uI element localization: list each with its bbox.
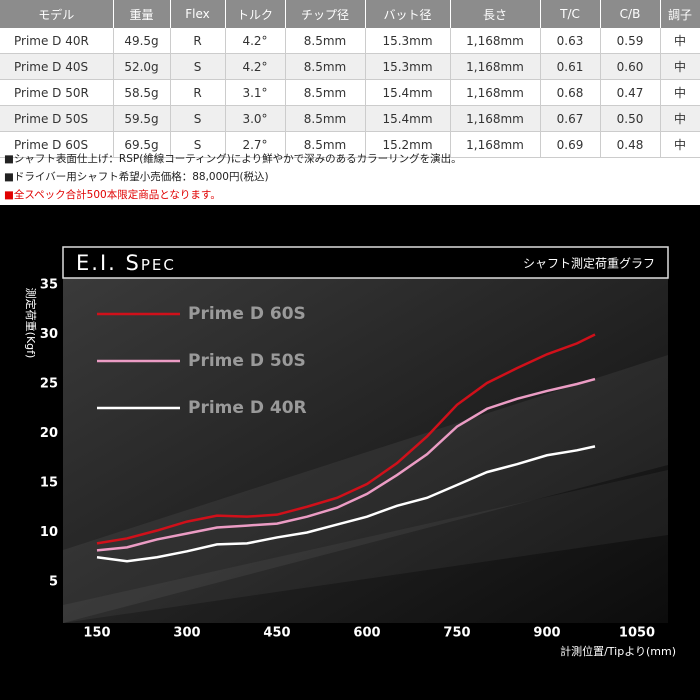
x-tick-label: 450	[263, 626, 290, 641]
table-cell: 52.0g	[113, 53, 171, 80]
table-cell: 0.60	[600, 53, 661, 80]
table-cell: S	[170, 105, 226, 132]
chart-subtitle: シャフト測定荷重グラフ	[523, 256, 655, 271]
x-tick-label: 900	[533, 626, 560, 641]
y-tick-label: 25	[40, 377, 58, 392]
table-row: Prime D 60S 69.5g S 2.7° 8.5mm 15.2mm 1,168mm 0…	[0, 131, 700, 158]
table-cell: 8.5mm	[285, 53, 366, 80]
table-cell: 1,168mm	[450, 105, 541, 132]
table-cell: Prime D 50R	[0, 79, 114, 106]
table-cell: 49.5g	[113, 28, 171, 54]
table-cell: 0.50	[600, 105, 661, 132]
table-cell: 15.2mm	[365, 131, 451, 158]
table-cell: 15.3mm	[365, 28, 451, 54]
header-cell: Flex	[170, 0, 226, 28]
table-cell: 8.5mm	[285, 79, 366, 106]
table-cell: Prime D 60S	[0, 131, 114, 158]
table-row: Prime D 40S 52.0g S 4.2° 8.5mm 15.3mm 1,168mm 0…	[0, 53, 700, 80]
note: ■ドライバー用シャフト希望小売価格：88,000円(税込)	[4, 171, 269, 183]
header-cell: トルク	[225, 0, 286, 28]
table-cell: 0.67	[540, 105, 601, 132]
table-cell: 中	[660, 105, 700, 132]
line	[96, 445, 596, 563]
table-cell: 15.4mm	[365, 105, 451, 132]
table-cell: 15.4mm	[365, 79, 451, 106]
table-cell: 0.63	[540, 28, 601, 54]
table-cell: 3.0°	[225, 105, 286, 132]
table-cell: 1,168mm	[450, 28, 541, 54]
header-cell: 調子	[660, 0, 700, 28]
table-row: Prime D 40R 49.5g R 4.2° 8.5mm 15.3mm 1,168mm 0…	[0, 28, 700, 54]
x-tick-label: 150	[83, 626, 110, 641]
header-cell: チップ径	[285, 0, 366, 28]
chart-title: E.I. Spec	[76, 251, 176, 275]
table-cell: Prime D 40R	[0, 28, 114, 54]
table-cell: 中	[660, 131, 700, 158]
decor-band	[63, 355, 668, 623]
x-axis-label: 計測位置/Tipより(mm)	[560, 644, 676, 658]
plot-panel	[63, 278, 668, 623]
line	[96, 377, 596, 552]
table-cell: 1,168mm	[450, 53, 541, 80]
table-cell: Prime D 50S	[0, 105, 114, 132]
table-cell: 15.3mm	[365, 53, 451, 80]
table-cell: 3.1°	[225, 79, 286, 106]
y-tick-label: 20	[40, 426, 58, 441]
note: ■全スペック合計500本限定商品となります。	[4, 189, 221, 201]
y-tick-label: 35	[40, 278, 58, 293]
table-cell: 4.2°	[225, 53, 286, 80]
x-tick-label: 300	[173, 626, 200, 641]
spec-table: モデル 重量 Flex トルク チップ径 バット径 長さ T/C C/B 調子 Prime D 40…	[0, 0, 700, 158]
header-cell: T/C	[540, 0, 601, 28]
header-cell: バット径	[365, 0, 451, 28]
table-cell: S	[170, 131, 226, 158]
table-cell: 69.5g	[113, 131, 171, 158]
y-axis-label: 測定荷重(Kgf)	[24, 288, 38, 359]
table-cell: 2.7°	[225, 131, 286, 158]
y-tick-label: 30	[40, 327, 58, 342]
header-cell: モデル	[0, 0, 114, 28]
line	[96, 333, 596, 545]
table-cell: 1,168mm	[450, 79, 541, 106]
decor-band	[63, 470, 668, 623]
table-cell: R	[170, 28, 226, 54]
table-cell: 8.5mm	[285, 131, 366, 158]
x-tick-label: 1050	[619, 626, 655, 641]
table-row: Prime D 50S 59.5g S 3.0° 8.5mm 15.4mm 1,168mm 0…	[0, 105, 700, 132]
legend-label: Prime D 50S	[188, 351, 306, 371]
table-cell: 4.2°	[225, 28, 286, 54]
header-cell: C/B	[600, 0, 661, 28]
legend-label: Prime D 60S	[188, 304, 306, 324]
table-cell: S	[170, 53, 226, 80]
header-cell: 長さ	[450, 0, 541, 28]
table-cell: 0.47	[600, 79, 661, 106]
chart: E.I. Spec シャフト測定荷重グラフ 測定荷重(Kgf) 計測位置/Tip…	[0, 205, 700, 700]
y-tick-label: 5	[49, 575, 58, 590]
table-cell: 中	[660, 79, 700, 106]
table-cell: 8.5mm	[285, 28, 366, 54]
table-cell: 0.68	[540, 79, 601, 106]
table-cell: 0.59	[600, 28, 661, 54]
header-cell: 重量	[113, 0, 171, 28]
table-cell: 1,168mm	[450, 131, 541, 158]
x-tick-label: 750	[443, 626, 470, 641]
table-row: Prime D 50R 58.5g R 3.1° 8.5mm 15.4mm 1,168mm 0…	[0, 79, 700, 106]
title-bar	[62, 246, 669, 279]
x-tick-label: 600	[353, 626, 380, 641]
table-cell: R	[170, 79, 226, 106]
table-cell: 58.5g	[113, 79, 171, 106]
table-cell: 8.5mm	[285, 105, 366, 132]
table-cell: 0.69	[540, 131, 601, 158]
table-cell: Prime D 40S	[0, 53, 114, 80]
table-cell: 0.48	[600, 131, 661, 158]
table-cell: 中	[660, 53, 700, 80]
table-cell: 中	[660, 28, 700, 54]
legend-label: Prime D 40R	[188, 398, 307, 418]
y-tick-label: 15	[40, 476, 58, 491]
table-cell: 59.5g	[113, 105, 171, 132]
y-tick-label: 10	[40, 525, 58, 540]
table-cell: 0.61	[540, 53, 601, 80]
note: ■シャフト表面仕上げ：RSP(維線コーティング)により鮮やかで深みのあるカラーリ…	[4, 153, 462, 165]
